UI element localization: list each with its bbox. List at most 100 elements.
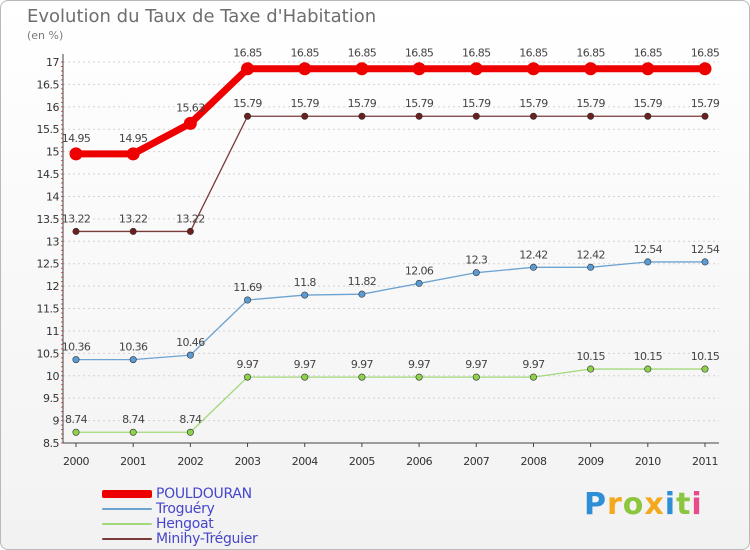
data-point bbox=[244, 112, 252, 120]
data-label: 12.42 bbox=[519, 248, 548, 261]
data-label: 14.95 bbox=[62, 132, 91, 145]
data-label: 16.85 bbox=[405, 47, 434, 60]
data-point bbox=[644, 258, 652, 266]
y-tick-label: 15 bbox=[46, 146, 59, 159]
data-point bbox=[472, 373, 480, 381]
y-axis-unit-label: (en %) bbox=[27, 29, 64, 42]
data-point bbox=[186, 428, 194, 436]
data-label: 16.85 bbox=[519, 47, 548, 60]
y-tick-label: 17 bbox=[46, 56, 59, 69]
series-line bbox=[76, 368, 705, 433]
x-tick-label: 2005 bbox=[349, 455, 375, 468]
data-label: 15.79 bbox=[634, 97, 663, 110]
x-tick-label: 2010 bbox=[635, 455, 661, 468]
data-label: 9.97 bbox=[408, 358, 431, 371]
data-label: 13.22 bbox=[62, 212, 91, 225]
data-point bbox=[415, 112, 423, 120]
legend-swatch bbox=[102, 522, 152, 525]
data-point bbox=[298, 62, 312, 76]
data-label: 15.79 bbox=[576, 97, 605, 110]
data-label: 16.85 bbox=[691, 47, 720, 60]
logo-letter: t bbox=[676, 487, 692, 522]
data-label: 8.74 bbox=[65, 413, 88, 426]
x-tick-label: 2008 bbox=[520, 455, 546, 468]
legend-label: Hengoat bbox=[156, 515, 214, 532]
legend-label: POULDOURAN bbox=[156, 485, 252, 502]
legend-swatch bbox=[102, 537, 152, 540]
y-tick-label: 13.5 bbox=[37, 213, 60, 226]
data-point bbox=[72, 428, 80, 436]
legend-label: Troguéry bbox=[156, 500, 215, 517]
data-label: 12.42 bbox=[576, 248, 605, 261]
data-point bbox=[244, 296, 252, 304]
data-point bbox=[358, 373, 366, 381]
data-label: 13.22 bbox=[176, 212, 205, 225]
data-label: 11.82 bbox=[348, 275, 377, 288]
logo-letter: P bbox=[584, 487, 607, 522]
data-label: 16.85 bbox=[462, 47, 491, 60]
data-point bbox=[472, 269, 480, 277]
data-point bbox=[412, 62, 426, 76]
data-label: 15.79 bbox=[691, 97, 720, 110]
y-tick-label: 10.5 bbox=[37, 347, 60, 360]
data-point bbox=[526, 62, 540, 76]
y-tick-label: 15.5 bbox=[37, 123, 60, 136]
y-tick-label: 13 bbox=[46, 235, 59, 248]
data-label: 12.06 bbox=[405, 264, 434, 277]
x-tick-label: 2002 bbox=[177, 455, 203, 468]
y-tick-label: 8.5 bbox=[43, 437, 59, 450]
x-tick-label: 2006 bbox=[406, 455, 432, 468]
data-point bbox=[701, 112, 709, 120]
data-point bbox=[129, 428, 137, 436]
y-tick-label: 16 bbox=[46, 101, 59, 114]
data-label: 15.79 bbox=[462, 97, 491, 110]
x-tick-label: 2009 bbox=[578, 455, 604, 468]
data-label: 15.79 bbox=[405, 97, 434, 110]
data-point bbox=[641, 62, 655, 76]
data-label: 16.85 bbox=[634, 47, 663, 60]
data-point bbox=[358, 290, 366, 298]
data-point bbox=[126, 147, 140, 161]
y-tick-label: 16.5 bbox=[37, 78, 60, 91]
data-label: 12.54 bbox=[634, 243, 663, 256]
data-point bbox=[244, 373, 252, 381]
legend-item: Minihy-Tréguier bbox=[102, 531, 258, 547]
data-label: 14.95 bbox=[119, 132, 148, 145]
logo-letter: o bbox=[622, 487, 645, 522]
x-tick-label: 2011 bbox=[692, 455, 718, 468]
data-label: 8.74 bbox=[122, 413, 145, 426]
data-point bbox=[587, 112, 595, 120]
data-label: 10.15 bbox=[634, 350, 663, 363]
y-tick-label: 9 bbox=[53, 415, 60, 428]
data-label: 15.79 bbox=[519, 97, 548, 110]
data-label: 9.97 bbox=[236, 358, 259, 371]
y-tick-label: 11 bbox=[46, 325, 59, 338]
data-point bbox=[72, 356, 80, 364]
data-label: 16.85 bbox=[576, 47, 605, 60]
data-label: 11.69 bbox=[233, 281, 262, 294]
data-label: 11.8 bbox=[294, 276, 317, 289]
data-label: 12.3 bbox=[465, 254, 488, 267]
data-label: 15.79 bbox=[233, 97, 262, 110]
data-point bbox=[186, 351, 194, 359]
data-label: 9.97 bbox=[294, 358, 317, 371]
data-label: 9.97 bbox=[351, 358, 374, 371]
data-point bbox=[183, 116, 197, 130]
data-point bbox=[69, 147, 83, 161]
data-label: 10.36 bbox=[62, 341, 91, 354]
data-point bbox=[186, 227, 194, 235]
proxiti-logo: Proxiti bbox=[584, 487, 703, 522]
legend-item: POULDOURAN bbox=[102, 485, 258, 502]
data-label: 15.79 bbox=[348, 97, 377, 110]
data-label: 13.22 bbox=[119, 212, 148, 225]
y-tick-label: 9.5 bbox=[43, 392, 59, 405]
data-label: 10.36 bbox=[119, 341, 148, 354]
y-tick-label: 11.5 bbox=[37, 303, 60, 316]
data-point bbox=[529, 112, 537, 120]
data-label: 10.46 bbox=[176, 336, 205, 349]
data-point bbox=[301, 291, 309, 299]
data-label: 12.54 bbox=[691, 243, 720, 256]
x-tick-label: 2003 bbox=[235, 455, 261, 468]
